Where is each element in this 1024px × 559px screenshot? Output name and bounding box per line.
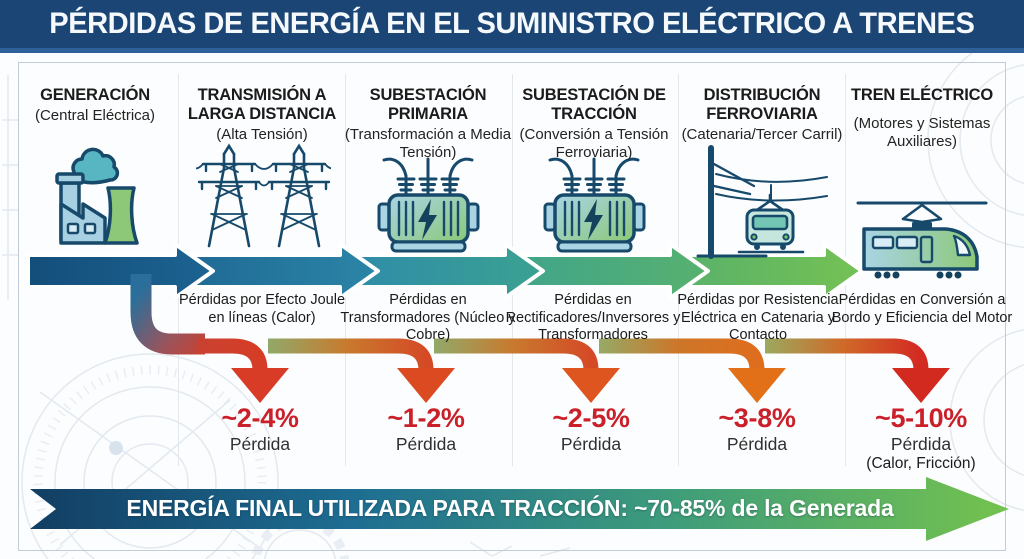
- loss-label: Pérdida: [229, 434, 291, 455]
- transformer-icon: [377, 157, 480, 253]
- transmission-towers-icon: [196, 143, 331, 248]
- stage-name: GENERACIÓN: [40, 86, 150, 104]
- loss-label: Pérdida: [726, 434, 788, 455]
- loss-label: Pérdida: [890, 434, 952, 455]
- stage-subestacion-traccion: SUBESTACIÓN DE TRACCIÓN (Conversión a Te…: [504, 86, 684, 161]
- loss-percent: ~5-10%: [874, 403, 967, 433]
- stage-name: TREN ELÉCTRICO: [850, 86, 994, 104]
- loss-description: Pérdidas por Resistencia Eléctrica en Ca…: [677, 292, 839, 344]
- stage-subtitle: (Alta Tensión): [216, 125, 308, 143]
- loss-percent-block: ~2-5% Pérdida: [498, 404, 684, 455]
- stage-subtitle: (Transformación a Media Tensión): [344, 125, 512, 161]
- loss-percent: ~2-5%: [552, 403, 630, 433]
- loss-percent: ~1-2%: [387, 403, 465, 433]
- stage-name: DISTRIBUCIÓN FERROVIARIA: [703, 86, 821, 123]
- stage-name: TRANSMISIÓN A LARGA DISTANCIA: [187, 86, 337, 123]
- loss-percent-block: ~5-10% Pérdida (Calor, Fricción): [828, 404, 1014, 473]
- transformer-icon: [543, 157, 646, 253]
- stage-name: SUBESTACIÓN DE TRACCIÓN: [522, 86, 666, 123]
- power-plant-icon: [55, 147, 139, 245]
- loss-label: Pérdida: [395, 434, 457, 455]
- loss-percent: ~2-4%: [221, 403, 299, 433]
- electric-train-icon: [856, 201, 988, 279]
- page-title: PÉRDIDAS DE ENERGÍA EN EL SUMINISTRO ELÉ…: [49, 7, 975, 40]
- loss-percent: ~3-8%: [718, 403, 796, 433]
- loss-description: Pérdidas en Rectificadores/Inversores y …: [505, 292, 681, 344]
- stage-subtitle: (Motores y Sistemas Auxiliares): [853, 114, 991, 150]
- loss-description: Pérdidas en Transformadores (Núcleo y Co…: [340, 292, 516, 344]
- stage-transmision: TRANSMISIÓN A LARGA DISTANCIA (Alta Tens…: [172, 86, 352, 144]
- stage-subestacion-primaria: SUBESTACIÓN PRIMARIA (Transformación a M…: [338, 86, 518, 161]
- stage-tren-electrico: TREN ELÉCTRICO (Motores y Sistemas Auxil…: [832, 86, 1012, 150]
- stage-subtitle: (Central Eléctrica): [34, 106, 156, 124]
- catenary-tram-icon: [696, 145, 828, 259]
- loss-note: (Calor, Fricción): [866, 454, 976, 472]
- stage-name: SUBESTACIÓN PRIMARIA: [369, 86, 487, 123]
- stage-subtitle: (Conversión a Tensión Ferroviaria): [519, 125, 669, 161]
- final-energy-banner-text: ENERGÍA FINAL UTILIZADA PARA TRACCIÓN: ~…: [126, 495, 894, 521]
- loss-description: Pérdidas por Efecto Joule en líneas (Cal…: [178, 292, 346, 326]
- loss-percent-block: ~3-8% Pérdida: [664, 404, 850, 455]
- loss-percent-block: ~1-2% Pérdida: [333, 404, 519, 455]
- stage-distribucion: DISTRIBUCIÓN FERROVIARIA (Catenaria/Terc…: [672, 86, 852, 144]
- stage-generacion: GENERACIÓN (Central Eléctrica): [5, 86, 185, 125]
- loss-description: Pérdidas en Conversión a Bordo y Eficien…: [831, 292, 1013, 326]
- loss-percent-block: ~2-4% Pérdida: [167, 404, 353, 455]
- title-bar: PÉRDIDAS DE ENERGÍA EN EL SUMINISTRO ELÉ…: [0, 0, 1024, 53]
- loss-label: Pérdida: [560, 434, 622, 455]
- stage-subtitle: (Catenaria/Tercer Carril): [681, 125, 843, 143]
